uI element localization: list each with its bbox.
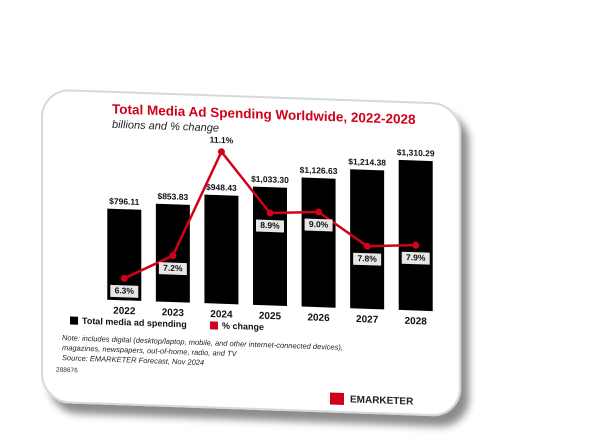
- line-point: [266, 209, 274, 217]
- x-tick-label: 2025: [259, 311, 282, 323]
- x-tick-label: 2027: [356, 314, 379, 326]
- legend-swatch: [70, 316, 78, 325]
- line-point: [315, 208, 323, 216]
- bar: [253, 186, 287, 307]
- card: [41, 89, 461, 417]
- line-value-label: 11.1%: [210, 135, 234, 146]
- line-point: [412, 241, 420, 249]
- line-label-bg: [353, 252, 382, 266]
- line-value-label: 7.8%: [357, 253, 377, 264]
- line-point: [217, 148, 225, 156]
- line-value-label: 9.0%: [309, 219, 329, 230]
- bar-value-label: $948.43: [206, 182, 237, 193]
- bar: [350, 169, 385, 310]
- legend-swatch: [210, 321, 218, 330]
- line-value-label: 6.3%: [115, 285, 135, 296]
- chart-id: 288676: [56, 367, 78, 375]
- bar: [107, 208, 142, 301]
- bar: [301, 177, 336, 308]
- x-tick-label: 2023: [162, 307, 185, 319]
- bar: [204, 194, 239, 305]
- bar-value-label: $1,310.29: [397, 147, 435, 158]
- line-point: [363, 242, 371, 250]
- line-point: [120, 274, 128, 282]
- x-tick-label: 2026: [307, 312, 330, 324]
- line-label-bg: [207, 134, 236, 148]
- brand-name: EMARKETER: [350, 394, 414, 407]
- line-value-label: 7.2%: [163, 263, 183, 274]
- line-value-label: 7.9%: [406, 252, 426, 263]
- line-label-bg: [401, 251, 430, 265]
- line-label-bg: [110, 284, 139, 298]
- bar: [398, 159, 433, 312]
- line-point: [169, 252, 177, 260]
- legend-label: Total media ad spending: [82, 316, 187, 330]
- x-tick-label: 2028: [405, 316, 428, 328]
- line-label-bg: [158, 262, 187, 276]
- bar-value-label: $1,033.30: [251, 174, 289, 185]
- card-group: Total Media Ad Spending Worldwide, 2022-…: [41, 89, 461, 417]
- bar-value-label: $796.11: [109, 196, 140, 207]
- line-value-label: 8.9%: [260, 220, 280, 231]
- bar-value-label: $853.83: [157, 191, 188, 202]
- chart-subtitle: billions and % change: [112, 119, 219, 135]
- line-label-bg: [304, 218, 333, 232]
- x-tick-label: 2024: [210, 309, 233, 321]
- bar-value-label: $1,126.63: [300, 165, 338, 176]
- line-label-bg: [256, 219, 284, 233]
- x-tick-label: 2022: [113, 306, 136, 318]
- legend-label: % change: [222, 321, 264, 332]
- bar-value-label: $1,214.38: [348, 156, 386, 167]
- brand-logo: [330, 392, 344, 406]
